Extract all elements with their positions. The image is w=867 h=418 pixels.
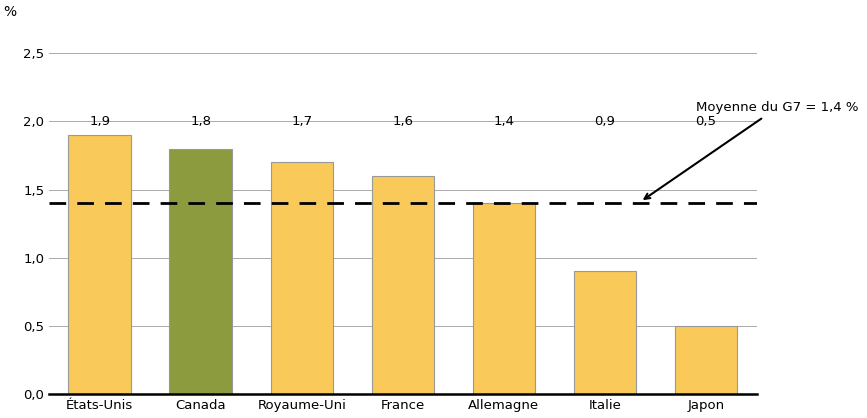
Text: 0,9: 0,9: [595, 115, 616, 128]
Text: 1,8: 1,8: [190, 115, 212, 128]
Bar: [271, 162, 333, 394]
Bar: [574, 271, 636, 394]
Text: 1,6: 1,6: [393, 115, 414, 128]
Text: 1,7: 1,7: [291, 115, 312, 128]
Text: 1,4: 1,4: [493, 115, 514, 128]
Text: 0,5: 0,5: [695, 115, 716, 128]
Bar: [473, 203, 535, 394]
Text: Moyenne du G7 = 1,4 %: Moyenne du G7 = 1,4 %: [644, 101, 858, 199]
Bar: [169, 149, 232, 394]
Bar: [675, 326, 737, 394]
Bar: [68, 135, 131, 394]
Text: %: %: [3, 5, 16, 19]
Text: 1,9: 1,9: [89, 115, 110, 128]
Bar: [372, 176, 434, 394]
